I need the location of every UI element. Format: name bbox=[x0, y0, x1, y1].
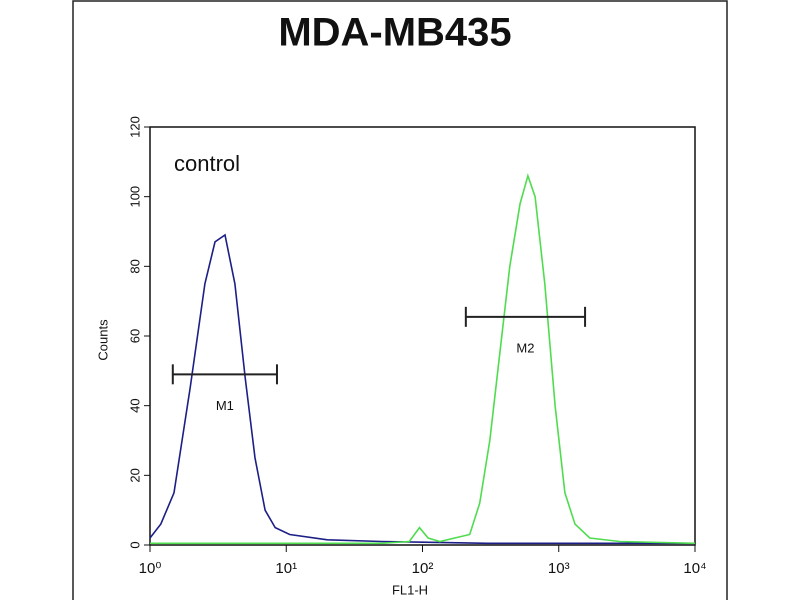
frame bbox=[72, 0, 728, 600]
annotation: control bbox=[174, 151, 240, 176]
y-tick-label: 60 bbox=[127, 329, 142, 343]
y-tick-label: 120 bbox=[127, 116, 142, 138]
x-tick-label: 10⁴ bbox=[683, 560, 706, 577]
x-tick-label: 10¹ bbox=[275, 560, 297, 577]
y-tick-label: 0 bbox=[127, 541, 142, 548]
gate-label: M1 bbox=[216, 398, 234, 413]
chart-title: MDA-MB435 bbox=[278, 11, 511, 55]
y-tick-label: 100 bbox=[127, 186, 142, 208]
y-tick-label: 80 bbox=[127, 259, 142, 273]
histogram-line bbox=[150, 173, 696, 545]
y-tick-label: 40 bbox=[127, 398, 142, 412]
x-axis-label: FL1-H bbox=[392, 582, 428, 597]
x-tick-label: 10⁰ bbox=[139, 560, 162, 577]
plot-frame bbox=[149, 126, 696, 546]
gate-label: M2 bbox=[516, 340, 534, 355]
y-tick-label: 20 bbox=[127, 468, 142, 482]
histogram-line bbox=[149, 233, 695, 545]
x-tick-label: 10³ bbox=[548, 560, 570, 577]
y-axis-label: Counts bbox=[95, 319, 110, 361]
x-tick-label: 10² bbox=[412, 560, 434, 577]
